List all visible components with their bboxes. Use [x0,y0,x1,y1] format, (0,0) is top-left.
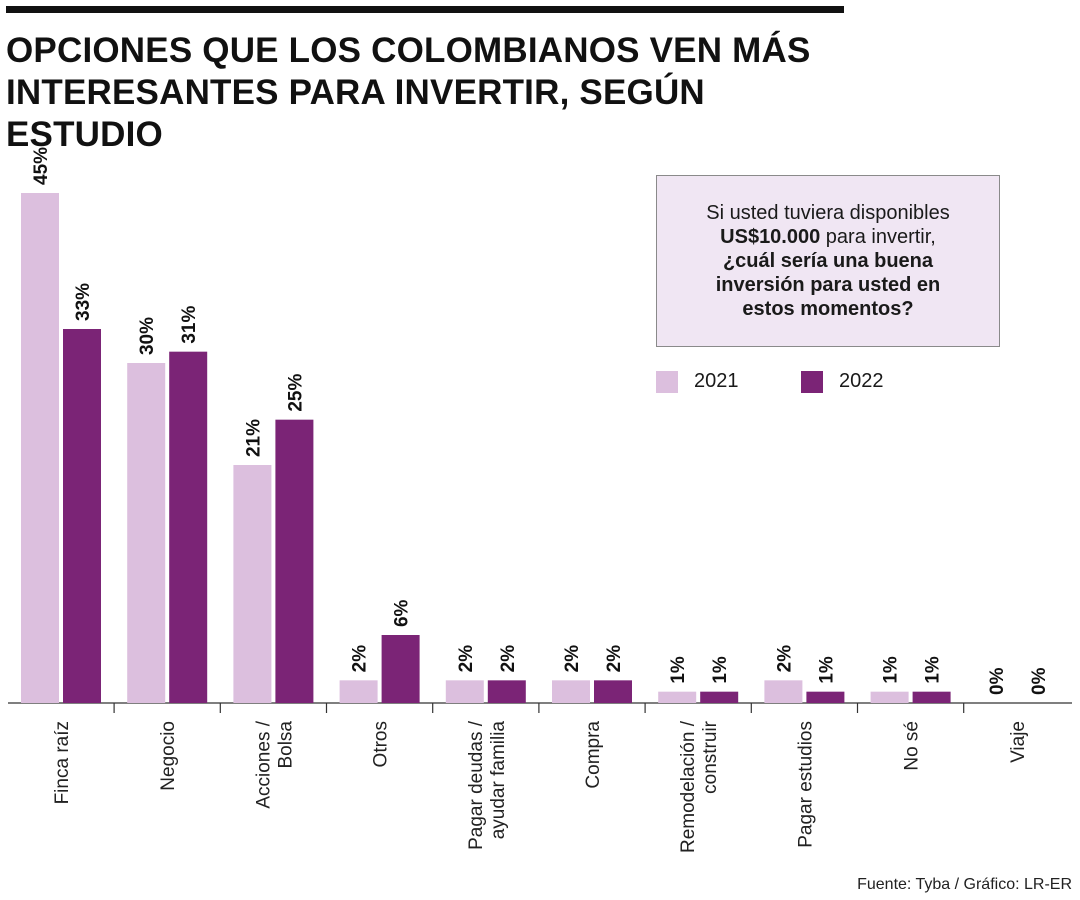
question-line-2: US$10.000 para invertir, [720,225,936,249]
legend-swatch-2021 [656,370,678,393]
data-label-2021-10: 0% [987,667,1008,695]
bar-2021-3 [233,465,272,703]
category-label-8: Pagar estudios [795,721,816,848]
data-label-2022-1: 33% [73,283,94,321]
category-label-line: ayudar familia [488,721,509,840]
category-label-5: Pagar deudas /ayudar familia [466,720,509,850]
data-label-2021-5: 2% [456,645,477,673]
data-label-2021-3: 21% [243,419,264,457]
data-label-2021-1: 45% [31,147,52,185]
top-rule [6,6,844,13]
data-label-2022-8: 1% [816,656,837,684]
question-amount: US$10.000 [720,226,821,248]
question-line-3: ¿cuál sería una buena [723,249,933,273]
question-line-3-text: ¿cuál sería una buena [722,250,934,272]
data-label-2021-7: 1% [668,656,689,684]
data-label-2021-4: 2% [350,645,371,673]
data-label-2022-5: 2% [498,645,519,673]
question-line-1: Si usted tuviera disponibles [706,202,950,224]
category-label-line: Pagar estudios [795,721,816,848]
survey-question-box: Si usted tuviera disponibles US$10.000 p… [656,175,1000,347]
data-label-2022-7: 1% [710,656,731,684]
bar-2021-8 [764,680,803,703]
question-line-5-text: estos momentos? [742,298,914,320]
legend-item-2021: 2021 [656,370,739,393]
bar-2022-1 [63,329,101,703]
data-label-2021-6: 2% [562,645,583,673]
category-label-10: Viaje [1008,721,1029,763]
source-credit: Fuente: Tyba / Gráfico: LR-ER [857,876,1072,893]
bar-2022-8 [806,691,845,703]
category-label-4: Otros [371,721,392,767]
category-label-line: Viaje [1008,721,1029,763]
legend-label-2021: 2021 [694,370,739,392]
legend-label-2022: 2022 [839,370,884,392]
question-line-4: inversión para usted en [716,273,941,297]
chart-title: OPCIONES QUE LOS COLOMBIANOS VEN MÁS INT… [6,30,866,156]
chart-title-line-1: OPCIONES QUE LOS COLOMBIANOS VEN MÁS [6,31,811,70]
category-label-line: Acciones / [253,720,274,808]
bar-2021-2 [127,363,166,703]
bar-chart: 45% 33% Finca raíz 30% 31% Negocio 21% 25% Accio… [8,147,1072,853]
category-label-line: construir [700,720,721,794]
category-label-line: Bolsa [275,721,296,769]
bar-2022-3 [275,419,314,703]
bar-2022-7 [700,691,739,703]
category-label-line: Pagar deudas / [466,720,487,850]
category-label-6: Compra [583,721,604,789]
category-label-line: Remodelación / [678,720,699,853]
data-label-2022-10: 0% [1029,667,1050,695]
bar-2022-6 [594,680,632,703]
data-label-2021-9: 1% [881,656,902,684]
bar-2022-2 [169,351,208,703]
question-line-5: estos momentos? [742,297,913,321]
data-label-2021-2: 30% [137,317,158,355]
question-line-2-rest: para invertir, [820,226,936,248]
chart-title-line-2: INTERESANTES PARA INVERTIR, SEGÚN ESTUDI… [6,73,705,154]
category-label-1: Finca raíz [52,721,73,804]
bar-2021-9 [870,691,909,703]
bar-2022-5 [487,680,526,703]
bar-2021-4 [339,680,378,703]
category-label-2: Negocio [158,721,179,791]
category-label-9: No sé [902,721,923,771]
category-label-line: Compra [583,721,604,789]
legend-swatch-2022 [801,370,823,393]
data-label-2022-9: 1% [923,656,944,684]
category-label-line: Otros [371,721,392,767]
data-label-2022-4: 6% [392,599,413,627]
bar-2022-4 [381,635,420,703]
data-label-2021-8: 2% [774,645,795,673]
question-line-4-text: inversión para usted en [715,274,941,296]
data-label-2022-2: 31% [179,306,200,344]
bar-2021-6 [552,680,590,703]
legend-item-2022: 2022 [801,370,884,393]
bar-2021-5 [445,680,484,703]
category-label-7: Remodelación /construir [678,720,721,853]
category-label-3: Acciones /Bolsa [253,720,296,808]
bar-2021-7 [658,691,697,703]
category-label-line: Finca raíz [52,721,73,804]
data-label-2022-3: 25% [285,374,306,412]
data-label-2022-6: 2% [604,645,625,673]
category-label-line: Negocio [158,721,179,791]
bar-2022-9 [912,691,951,703]
category-label-line: No sé [902,721,923,771]
bar-2021-1 [21,193,59,703]
